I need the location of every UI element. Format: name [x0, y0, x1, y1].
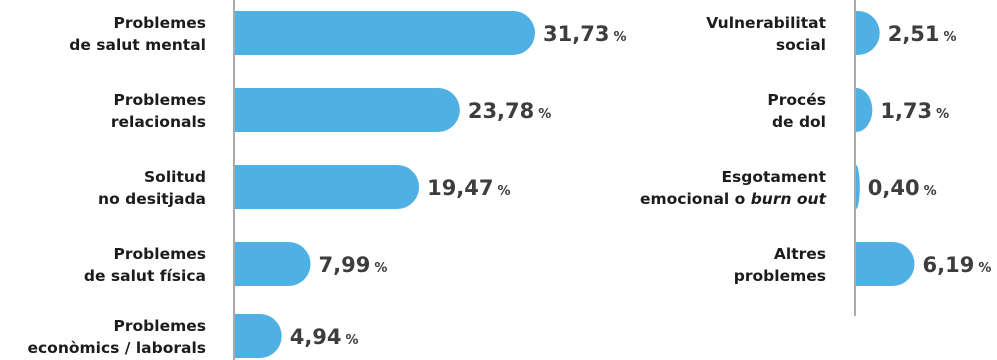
- category-label: Problemes de salut física: [84, 245, 206, 285]
- bar: [856, 165, 860, 209]
- value-label: 31,73%: [543, 22, 626, 46]
- category-label: Esgotament emocional o burn out: [640, 168, 827, 208]
- value-label: 19,47%: [427, 176, 510, 200]
- category-label: Altres problemes: [734, 245, 826, 285]
- value-label: 7,99%: [319, 253, 388, 277]
- category-label: Vulnerabilitat social: [706, 14, 826, 54]
- bar: [235, 242, 311, 286]
- value-label: 0,40%: [868, 176, 937, 200]
- bar: [235, 88, 460, 132]
- value-label: 23,78%: [468, 99, 551, 123]
- category-label: Problemes relacionals: [111, 91, 206, 131]
- value-label: 4,94%: [290, 325, 359, 349]
- bar: [235, 11, 535, 55]
- bar: [856, 11, 880, 55]
- category-label: Procés de dol: [767, 91, 826, 131]
- bar: [856, 88, 873, 132]
- bar: [235, 314, 282, 358]
- value-label: 1,73%: [880, 99, 949, 123]
- category-label: Solitud no desitjada: [98, 168, 206, 208]
- category-label: Problemes de salut mental: [69, 14, 206, 54]
- value-label: 2,51%: [888, 22, 957, 46]
- category-label: Problemes econòmics / laborals: [27, 317, 206, 357]
- value-label: 6,19%: [923, 253, 992, 277]
- bar: [856, 242, 915, 286]
- bar: [235, 165, 420, 209]
